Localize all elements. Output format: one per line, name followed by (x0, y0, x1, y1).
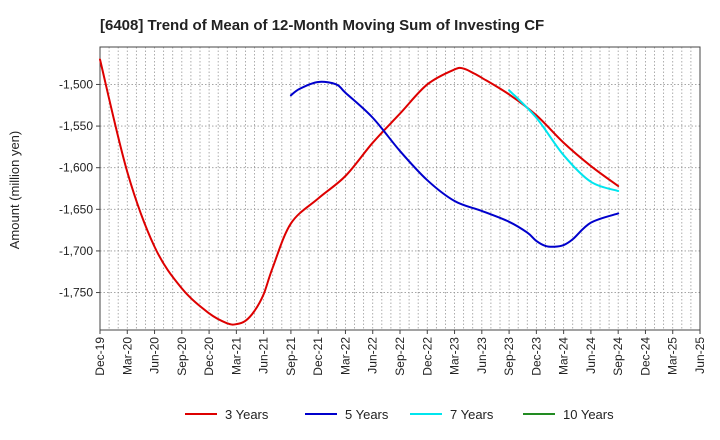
x-tick-label: Sep-22 (393, 337, 407, 376)
chart-title: [6408] Trend of Mean of 12-Month Moving … (100, 17, 544, 34)
y-axis: -1,500 -1,550 -1,600 -1,650 -1,700 -1,750 (59, 77, 100, 300)
legend-label-3-years: 3 Years (225, 407, 269, 422)
x-tick-label: Jun-22 (366, 337, 380, 374)
y-tick-label: -1,500 (59, 77, 93, 91)
x-tick-label: Mar-25 (666, 337, 680, 375)
x-tick-label: Mar-20 (120, 337, 134, 375)
x-tick-label: Sep-21 (284, 337, 298, 376)
legend: 3 Years 5 Years 7 Years 10 Years (185, 407, 614, 422)
x-tick-label: Jun-23 (475, 337, 489, 374)
x-tick-label: Dec-19 (93, 337, 107, 376)
series-line-5-years (289, 80, 620, 248)
legend-label-10-years: 10 Years (563, 407, 614, 422)
y-tick-label: -1,550 (59, 119, 93, 133)
x-tick-label: Dec-23 (529, 337, 543, 376)
x-tick-label: Sep-20 (175, 337, 189, 376)
x-tick-label: Mar-23 (448, 337, 462, 375)
y-tick-label: -1,600 (59, 161, 93, 175)
x-tick-label: Jun-20 (148, 337, 162, 374)
series-group (99, 58, 620, 326)
y-tick-label: -1,650 (59, 202, 93, 216)
y-tick-label: -1,750 (59, 286, 93, 300)
y-axis-title: Amount (million yen) (7, 131, 22, 250)
x-tick-label: Sep-24 (611, 337, 625, 376)
x-tick-label: Mar-21 (229, 337, 243, 375)
series-line-7-years (508, 89, 620, 192)
x-tick-label: Dec-20 (202, 337, 216, 376)
legend-label-7-years: 7 Years (450, 407, 494, 422)
x-tick-label: Jun-24 (584, 337, 598, 374)
x-tick-label: Mar-22 (338, 337, 352, 375)
x-tick-label: Mar-24 (557, 337, 571, 375)
series-line-3-years (99, 58, 620, 326)
x-axis: Dec-19 Mar-20 Jun-20 Sep-20 Dec-20 Mar-21 Jun-… (93, 330, 707, 376)
y-tick-label: -1,700 (59, 244, 93, 258)
x-tick-label: Dec-24 (638, 337, 652, 376)
grid (100, 47, 700, 330)
legend-label-5-years: 5 Years (345, 407, 389, 422)
x-tick-label: Dec-22 (420, 337, 434, 376)
x-tick-label: Sep-23 (502, 337, 516, 376)
x-tick-label: Jun-21 (257, 337, 271, 374)
x-tick-label: Dec-21 (311, 337, 325, 376)
x-tick-label: Jun-25 (693, 337, 707, 374)
